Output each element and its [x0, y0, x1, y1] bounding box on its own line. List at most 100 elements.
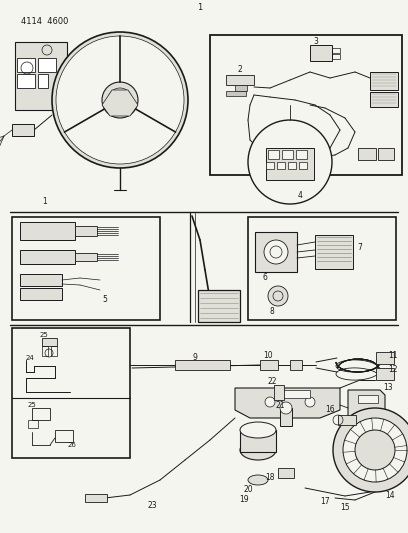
Bar	[282, 150, 293, 159]
Text: 26: 26	[68, 442, 76, 448]
Bar	[299, 162, 307, 169]
Bar	[370, 92, 398, 107]
Bar	[266, 148, 314, 180]
Ellipse shape	[240, 422, 276, 438]
Bar	[12, 328, 130, 458]
Circle shape	[52, 32, 188, 168]
Bar	[370, 72, 398, 90]
Bar	[38, 58, 56, 72]
Text: 14: 14	[385, 491, 395, 500]
Bar	[338, 415, 356, 425]
Bar	[296, 150, 307, 159]
Circle shape	[355, 430, 395, 470]
Bar	[310, 45, 332, 61]
Polygon shape	[348, 390, 385, 420]
Bar	[376, 368, 394, 380]
Bar	[12, 217, 160, 320]
Circle shape	[264, 240, 288, 264]
Bar	[38, 74, 48, 88]
Bar	[42, 346, 48, 356]
Bar	[75, 253, 97, 261]
Text: 10: 10	[263, 351, 273, 360]
Bar	[198, 290, 240, 322]
Bar	[332, 48, 340, 53]
Text: 13: 13	[383, 384, 393, 392]
Circle shape	[56, 36, 184, 164]
Circle shape	[305, 397, 315, 407]
Circle shape	[280, 402, 292, 414]
Bar	[175, 360, 230, 370]
Bar	[288, 162, 296, 169]
Bar	[32, 408, 50, 420]
Bar	[235, 85, 247, 91]
Text: 16: 16	[325, 406, 335, 415]
Text: 1: 1	[42, 198, 47, 206]
Text: 24: 24	[26, 355, 35, 361]
Circle shape	[343, 418, 407, 482]
Bar	[266, 162, 274, 169]
Bar	[358, 148, 376, 160]
Bar	[280, 408, 292, 426]
Polygon shape	[102, 90, 138, 116]
Text: 19: 19	[239, 496, 249, 505]
Circle shape	[333, 408, 408, 492]
Bar	[15, 42, 67, 110]
Bar	[17, 58, 35, 72]
Bar	[20, 250, 75, 264]
Text: 4: 4	[297, 191, 302, 200]
Text: 23: 23	[147, 500, 157, 510]
Text: 1: 1	[197, 4, 203, 12]
Bar	[274, 385, 284, 400]
Text: 4114  4600: 4114 4600	[21, 18, 69, 27]
Bar	[20, 222, 75, 240]
Circle shape	[265, 397, 275, 407]
Text: 21: 21	[275, 400, 285, 409]
Text: 5: 5	[102, 295, 107, 304]
Ellipse shape	[240, 440, 276, 460]
Text: 12: 12	[388, 366, 398, 375]
Text: 9: 9	[193, 352, 197, 361]
Bar	[28, 420, 38, 428]
Text: 17: 17	[320, 497, 330, 506]
Bar	[280, 390, 310, 398]
Ellipse shape	[248, 475, 268, 485]
Bar	[290, 360, 302, 370]
Text: 6: 6	[263, 273, 267, 282]
Circle shape	[102, 82, 138, 118]
Bar	[51, 346, 57, 356]
Bar	[278, 468, 294, 478]
Bar	[376, 352, 394, 364]
Text: 3: 3	[314, 36, 318, 45]
Bar	[255, 232, 297, 272]
Bar	[85, 494, 107, 502]
Text: 11: 11	[388, 351, 398, 359]
Bar	[378, 148, 394, 160]
Text: 20: 20	[243, 486, 253, 495]
Circle shape	[268, 286, 288, 306]
Bar	[42, 338, 57, 346]
Bar	[12, 124, 34, 136]
Bar	[20, 274, 62, 286]
Bar	[55, 430, 73, 442]
Text: 25: 25	[40, 332, 49, 338]
Text: 18: 18	[265, 473, 275, 482]
Bar	[358, 395, 378, 403]
Circle shape	[248, 120, 332, 204]
Bar	[248, 217, 396, 320]
Bar	[268, 150, 279, 159]
Text: 22: 22	[267, 377, 277, 386]
Bar	[332, 54, 340, 59]
Text: 25: 25	[28, 402, 37, 408]
Text: 2: 2	[237, 66, 242, 75]
Bar	[315, 235, 353, 269]
Polygon shape	[235, 388, 340, 418]
Bar	[75, 226, 97, 236]
Bar	[226, 91, 246, 96]
Bar	[226, 75, 254, 85]
Text: 8: 8	[270, 308, 274, 317]
Bar	[277, 162, 285, 169]
Text: 7: 7	[357, 244, 362, 253]
Bar	[17, 74, 35, 88]
Bar	[210, 35, 402, 175]
Bar	[260, 360, 278, 370]
